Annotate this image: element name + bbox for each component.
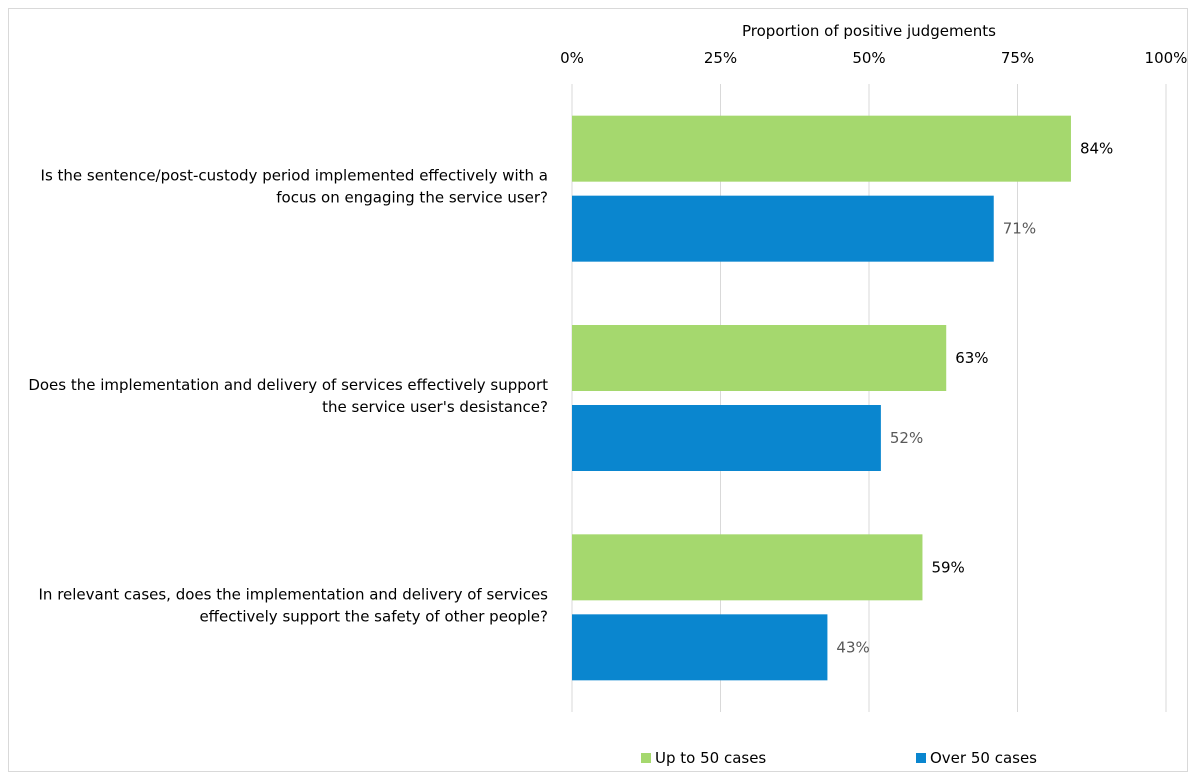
chart-frame bbox=[8, 8, 1188, 772]
category-label: the service user's desistance? bbox=[322, 398, 548, 416]
category-label: effectively support the safety of other … bbox=[199, 607, 548, 625]
x-tick-label: 75% bbox=[1001, 49, 1034, 67]
category-label: Is the sentence/post-custody period impl… bbox=[41, 167, 548, 185]
data-label: 84% bbox=[1080, 140, 1113, 158]
bar bbox=[572, 325, 947, 391]
category-label: focus on engaging the service user? bbox=[276, 189, 548, 207]
x-tick-label: 25% bbox=[704, 49, 737, 67]
x-axis-title: Proportion of positive judgements bbox=[742, 22, 996, 40]
data-label: 52% bbox=[890, 429, 923, 447]
data-label: 59% bbox=[931, 558, 964, 576]
category-label: Does the implementation and delivery of … bbox=[28, 376, 548, 394]
legend-label: Up to 50 cases bbox=[655, 749, 766, 767]
bar bbox=[572, 115, 1071, 182]
bar bbox=[572, 195, 994, 262]
bar bbox=[572, 405, 881, 471]
data-label: 43% bbox=[836, 638, 869, 656]
bar bbox=[572, 534, 923, 601]
x-tick-label: 50% bbox=[852, 49, 885, 67]
legend-label: Over 50 cases bbox=[930, 749, 1037, 767]
legend-swatch bbox=[916, 753, 926, 763]
legend-swatch bbox=[641, 753, 651, 763]
data-label: 71% bbox=[1003, 220, 1036, 238]
category-label: In relevant cases, does the implementati… bbox=[39, 585, 549, 603]
x-tick-label: 100% bbox=[1145, 49, 1188, 67]
data-label: 63% bbox=[955, 349, 988, 367]
x-tick-label: 0% bbox=[560, 49, 584, 67]
bar bbox=[572, 614, 828, 681]
